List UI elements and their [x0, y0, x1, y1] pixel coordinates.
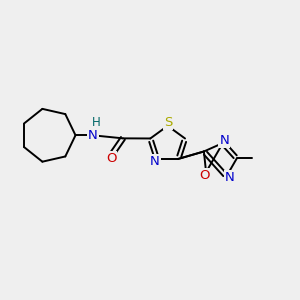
Text: S: S	[164, 116, 172, 129]
Text: N: N	[88, 129, 98, 142]
Text: H: H	[92, 116, 100, 129]
Text: N: N	[150, 155, 160, 168]
Text: N: N	[225, 171, 235, 184]
Text: O: O	[106, 152, 116, 165]
Text: O: O	[199, 169, 210, 182]
Text: N: N	[220, 134, 229, 147]
